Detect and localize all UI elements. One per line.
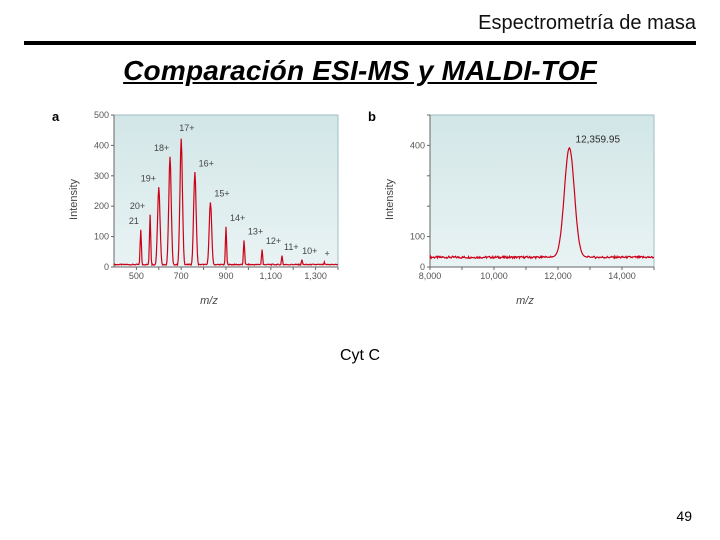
svg-text:15+: 15+ [214,189,229,199]
svg-text:700: 700 [174,271,189,281]
svg-text:+: + [325,248,330,258]
svg-text:100: 100 [94,232,109,242]
header-rule [24,41,696,45]
svg-text:12+: 12+ [266,236,281,246]
svg-text:13+: 13+ [248,227,263,237]
svg-text:1,100: 1,100 [260,271,283,281]
charts-row: a Intensity 0 100 200 300 400 500 500 700 900 1,1… [24,109,696,307]
svg-text:900: 900 [218,271,233,281]
panel-a-plot: 0 100 200 300 400 500 500 700 900 1,100 1,300 21 20+… [82,109,342,289]
svg-text:17+: 17+ [179,123,194,133]
svg-text:12,359.95: 12,359.95 [576,134,621,145]
svg-text:10+: 10+ [302,246,317,256]
page-header: Espectrometría de masa [24,12,696,41]
svg-text:18+: 18+ [154,143,169,153]
svg-text:14,000: 14,000 [608,271,636,281]
panel-b: b Intensity 01004008,00010,00012,00014,0… [368,109,668,307]
svg-text:8,000: 8,000 [419,271,442,281]
slide-title: Comparación ESI-MS y MALDI-TOF [24,55,696,87]
svg-text:11+: 11+ [284,242,299,252]
svg-text:500: 500 [94,110,109,120]
svg-text:12,000: 12,000 [544,271,572,281]
page-number: 49 [676,508,692,524]
svg-text:19+: 19+ [141,174,156,184]
svg-text:500: 500 [129,271,144,281]
panel-a-label: a [52,109,66,124]
svg-text:21: 21 [129,216,139,226]
figure-caption: Cyt C [24,347,696,365]
svg-text:0: 0 [104,262,109,272]
panel-a: a Intensity 0 100 200 300 400 500 500 700 900 1,1… [52,109,352,307]
panel-b-xlabel: m/z [382,295,668,307]
panel-b-label: b [368,109,382,124]
panel-a-ylabel: Intensity [66,179,82,220]
svg-text:100: 100 [410,232,425,242]
svg-text:400: 400 [410,140,425,150]
svg-text:300: 300 [94,171,109,181]
svg-text:14+: 14+ [230,213,245,223]
svg-text:400: 400 [94,140,109,150]
svg-text:16+: 16+ [199,158,214,168]
svg-text:1,300: 1,300 [304,271,327,281]
svg-text:10,000: 10,000 [480,271,508,281]
panel-b-ylabel: Intensity [382,179,398,220]
svg-text:200: 200 [94,201,109,211]
panel-a-xlabel: m/z [66,295,352,307]
svg-text:20+: 20+ [130,201,145,211]
panel-b-plot: 01004008,00010,00012,00014,00012,359.95 [398,109,658,289]
